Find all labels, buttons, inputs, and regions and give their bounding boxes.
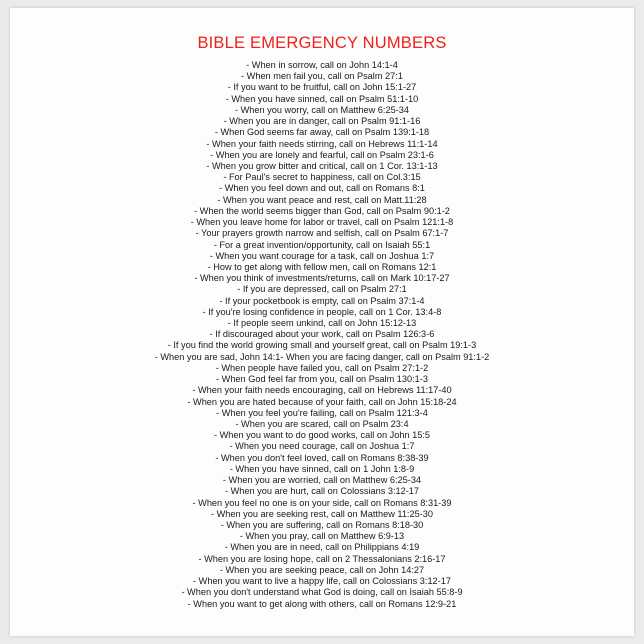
list-item: - If discouraged about your work, call o… — [209, 329, 435, 340]
list-item: - When you have sinned, call on 1 John 1… — [229, 463, 415, 474]
list-item: - If you are depressed, call on Psalm 27… — [237, 284, 407, 295]
list-item: - If your pocketbook is empty, call on P… — [219, 295, 425, 306]
list-item: - If you're losing confidence in people,… — [202, 306, 442, 317]
list-item: - When you want peace and rest, call on … — [217, 194, 427, 205]
list-item: - When in sorrow, call on John 14:1-4 — [246, 60, 398, 70]
list-item: - When you don't feel loved, call on Rom… — [215, 452, 429, 463]
list-item: - When you worry, call on Matthew 6:25-3… — [235, 104, 409, 115]
flyer-sheet: BIBLE EMERGENCY NUMBERS - When in sorrow… — [10, 8, 634, 636]
list-item: - When you are seeking peace, call on Jo… — [219, 564, 425, 575]
list-item: - When your faith needs stirring, call o… — [206, 138, 438, 149]
list-item: - When the world seems bigger than God, … — [194, 205, 450, 216]
list-item: - When you want to get along with others… — [187, 598, 457, 609]
list-item: - If you find the world growing small an… — [167, 340, 477, 351]
list-item: - When you are sad, John 14:1- When you … — [154, 351, 490, 362]
list-item: - When you think of investments/returns,… — [194, 273, 450, 284]
list-item: - When you are in need, call on Philippi… — [224, 542, 420, 553]
list-item: - When you are suffering, call on Romans… — [220, 519, 424, 530]
list-item: - When people have failed you, call on P… — [215, 362, 429, 373]
list-item: - When you want to live a happy life, ca… — [193, 576, 451, 587]
list-item: - When you grow bitter and critical, cal… — [206, 160, 438, 171]
list-item: - When you are worried, call on Matthew … — [222, 475, 422, 486]
list-item: - When you need courage, call on Joshua … — [229, 441, 415, 452]
list-item: - When you are scared, call on Psalm 23:… — [235, 419, 409, 429]
list-item: - When you are hated because of your fai… — [187, 396, 457, 407]
list-item: - When you are seeking rest, call on Mat… — [211, 508, 433, 519]
list-item: - When you are losing hope, call on 2 Th… — [198, 553, 446, 564]
list-item: - When you are in danger, call on Psalm … — [223, 116, 421, 127]
list-item: - When your faith needs encouraging, cal… — [192, 385, 452, 396]
list-item: - For Paul's secret to happiness, call o… — [223, 172, 421, 183]
list-item: - When you want courage for a task, call… — [209, 250, 435, 261]
list-item: - When you feel you're failing, call on … — [216, 407, 428, 418]
page-title: BIBLE EMERGENCY NUMBERS — [197, 34, 447, 52]
list-item: - When you feel down and out, call on Ro… — [219, 183, 425, 194]
list-item: - How to get along with fellow men, call… — [207, 261, 437, 272]
list-item: - When you have sinned, call on Psalm 51… — [225, 93, 419, 104]
list-item: - When you don't understand what God is … — [181, 587, 463, 598]
list-item: - When you feel no one is on your side, … — [192, 497, 452, 508]
list-item: - When God feel far from you, call on Ps… — [216, 374, 428, 385]
list-item: - When God seems far away, call on Psalm… — [214, 127, 430, 138]
list-item: - Your prayers growth narrow and selfish… — [195, 228, 449, 239]
list-item: - When you want to do good works, call o… — [213, 430, 431, 441]
list-item: - When you are lonely and fearful, call … — [210, 149, 434, 160]
list-item: - When men fail you, call on Psalm 27:1 — [241, 71, 403, 82]
list-item: - When you are hurt, call on Colossians … — [224, 486, 420, 497]
verse-list: - When in sorrow, call on John 14:1-4- W… — [10, 60, 634, 610]
list-item: - When you pray, call on Matthew 6:9-13 — [239, 531, 405, 542]
list-item: - When you leave home for labor or trave… — [190, 217, 454, 228]
list-item: - For a great invention/opportunity, cal… — [213, 239, 431, 250]
list-item: - If people seem unkind, call on John 15… — [227, 318, 417, 329]
list-item: - If you want to be fruitful, call on Jo… — [227, 82, 417, 93]
